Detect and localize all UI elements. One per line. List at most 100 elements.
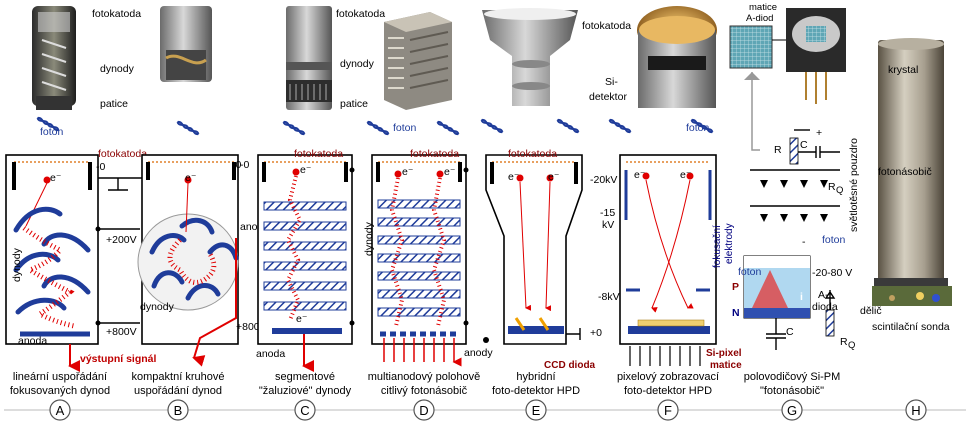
label-a-dioda-2: dioda [812,301,838,313]
label-c-g2: C [786,326,794,338]
label-anody-d: anody [464,347,493,359]
label-v-minus0-a: -0 [96,161,105,173]
label-i: i [800,291,803,303]
caption-letter: B [174,403,183,418]
label-v-800b: +800 [236,321,260,333]
caption-letter: H [911,403,920,418]
label-rq-g: R [828,181,836,193]
caption-line1: lineární uspořádání [13,371,107,383]
label-fokusacni: fokusační [712,225,723,268]
label-dynody-d: dynody [363,221,375,256]
label-electron-e2: e⁻ [548,171,560,183]
caption-line1: multianodový polohově [368,371,481,383]
photo-tube-a [32,6,76,110]
caption-circle [167,399,189,421]
label-fotokatoda-a: fotokatoda [92,8,141,20]
label-vystupni-signal: výstupní signál [80,353,157,365]
label-r-g: R [774,144,782,156]
caption-letter: G [787,403,797,418]
label-si-detektor-1: Si- [605,76,618,88]
label-v-minus0-c: -0 [240,159,249,171]
label-dynody-b: dynody [140,301,175,313]
captions: lineární uspořádání fokusovaných dynod Ako… [10,371,927,421]
label-v-800-a: +800V [106,326,137,338]
caption-line1: segmentové [275,371,335,383]
caption-line2: "fotonásobič" [760,385,824,397]
caption-letter: A [56,403,65,418]
caption-letter: F [664,403,672,418]
caption-line2: foto-detektor HPD [492,385,580,397]
label-electron-a: e⁻ [50,172,62,184]
photo-tube-c [286,6,332,110]
caption-line1: pixelový zobrazovací [617,371,719,383]
label-fotokatoda-e2: fotokatoda [508,148,557,160]
label-electron-f1: e⁻ [634,169,646,181]
label-foton-g1: foton [822,234,846,246]
label-anoda-a: anoda [18,335,47,347]
caption-line1: kompaktní kruhové [132,371,225,383]
label-dynody-a-diagram: dynody [11,247,23,282]
label-n: N [732,307,740,319]
label-electron-f2: e⁻ [680,169,692,181]
caption-letter: D [419,403,428,418]
diagram-b-circular [137,154,239,345]
label-matice-1: matice [749,2,777,13]
label-krystal: krystal [888,64,918,76]
caption-line2: "žaluziové" dynody [259,385,352,397]
label-v-minus2080: -20-80 V [812,267,852,279]
label-fotokatoda-c: fotokatoda [336,8,385,20]
label-anoda-c: anoda [256,348,285,360]
label-fotokatoda-e: fotokatoda [582,20,631,32]
label-electron-c2: e⁻ [296,313,308,325]
label-v-200-a: +200V [106,234,137,246]
caption-circle [413,399,435,421]
label-fotokatoda-d: fotokatoda [410,148,459,160]
label-dynody-c: dynody [340,58,375,70]
label-sonda: scintilační sonda [872,321,950,333]
caption-circle [49,399,71,421]
label-c-g: C [800,139,808,151]
label-plus-g: + [816,127,822,139]
label-patice-c: patice [340,98,368,110]
label-fotonasobic-h: fotonásobič [878,166,932,178]
label-foton-a: foton [40,126,64,138]
label-v-minus15: -15 [600,207,615,219]
caption-line2: fokusovaných dynod [10,385,110,397]
wires-cd [349,167,489,343]
label-delic: dělič [860,305,882,317]
caption-circle [294,399,316,421]
label-v-minus0-b: -0 [232,159,241,171]
label-q-g2: Q [848,340,855,351]
caption-circle [781,399,803,421]
caption-line2: foto-detektor HPD [624,385,712,397]
caption-circle [525,399,547,421]
label-electron-e1: e⁻ [508,171,520,183]
diagram-a-linear [5,154,99,345]
caption-letter: C [300,403,309,418]
photo-apd-matrix [729,8,846,104]
caption-line2: citlivý fotonásobič [381,385,468,397]
label-si-pixel-1: Si-pixel [706,348,742,359]
photo-tube-e [482,8,578,106]
label-foton-d: foton [393,122,417,134]
label-fotokatoda-a2: fotokatoda [98,148,147,160]
label-foton-f: foton [686,122,710,134]
wires-a [68,177,142,372]
label-p: P [732,281,739,293]
photo-tube-f [637,6,717,108]
label-electron-d1: e⁻ [402,166,414,178]
caption-line1: hybridní [516,371,555,383]
label-a-dioda-1: A- [818,289,829,301]
label-v-minus20kv: -20kV [590,174,617,186]
diagram-d-multianode [371,154,467,362]
caption-letter: E [532,403,541,418]
wires-b [192,238,237,367]
label-dynody-a: dynody [100,63,135,75]
diagram-c-segmented [257,154,353,372]
label-q-g: Q [836,185,843,196]
photo-tube-b [160,6,212,82]
label-foton-g2: foton [738,266,762,278]
caption-line1: polovodičový Si-PM [744,371,841,383]
label-v-minus8kv: -8kV [598,291,620,303]
label-si-detektor-2: detektor [589,91,627,103]
